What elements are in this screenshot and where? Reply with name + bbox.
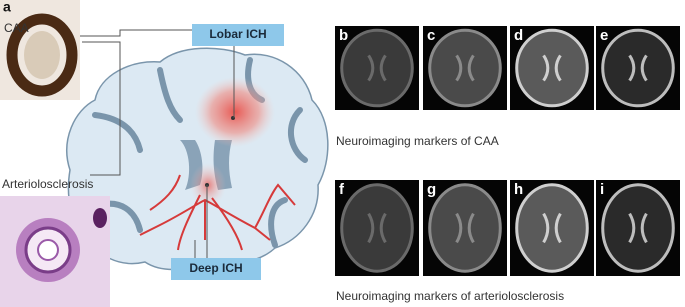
mri-brain: [428, 28, 502, 108]
mri-detail: [455, 212, 475, 244]
arteriolosclerosis-histology: [0, 196, 110, 307]
mri-detail: [628, 212, 648, 244]
callout-box: [192, 24, 284, 46]
panel-label: a: [3, 0, 11, 15]
panel-label: d: [514, 27, 523, 44]
panel-label: f: [339, 181, 345, 198]
mri-detail: [455, 54, 475, 82]
panel-label: i: [600, 181, 604, 198]
panel-label: c: [427, 27, 435, 44]
mri-brain: [340, 183, 414, 273]
callout-label: Deep ICH: [189, 261, 242, 275]
panel-label: g: [427, 181, 436, 198]
connectors: [80, 29, 235, 258]
histology-label: CAA: [4, 21, 29, 35]
mri-detail: [542, 54, 562, 82]
mri-brain: [340, 28, 414, 108]
brain-schematic: [66, 47, 329, 271]
mri-detail: [542, 212, 562, 244]
mri-panels: b c d e Neuroimaging markers of CAA f g h i Neuro…: [335, 26, 680, 303]
panel-label: e: [600, 27, 608, 44]
mri-brain: [601, 28, 675, 108]
mri-detail: [367, 212, 387, 244]
row-caption: Neuroimaging markers of arterioloscleros…: [336, 289, 564, 303]
row-caption: Neuroimaging markers of CAA: [336, 134, 499, 148]
callout-box: [171, 258, 261, 280]
mri-detail: [367, 54, 387, 82]
caa-histology: [0, 0, 80, 100]
mri-brain: [428, 183, 502, 273]
mri-brain: [601, 183, 675, 273]
mri-detail: [628, 54, 648, 82]
panel-label: h: [514, 181, 523, 198]
mri-brain: [515, 28, 589, 108]
mri-brain: [515, 183, 589, 273]
histology-label: Arteriolosclerosis: [2, 177, 93, 191]
callout-label: Lobar ICH: [209, 27, 266, 41]
panel-label: b: [339, 27, 348, 44]
